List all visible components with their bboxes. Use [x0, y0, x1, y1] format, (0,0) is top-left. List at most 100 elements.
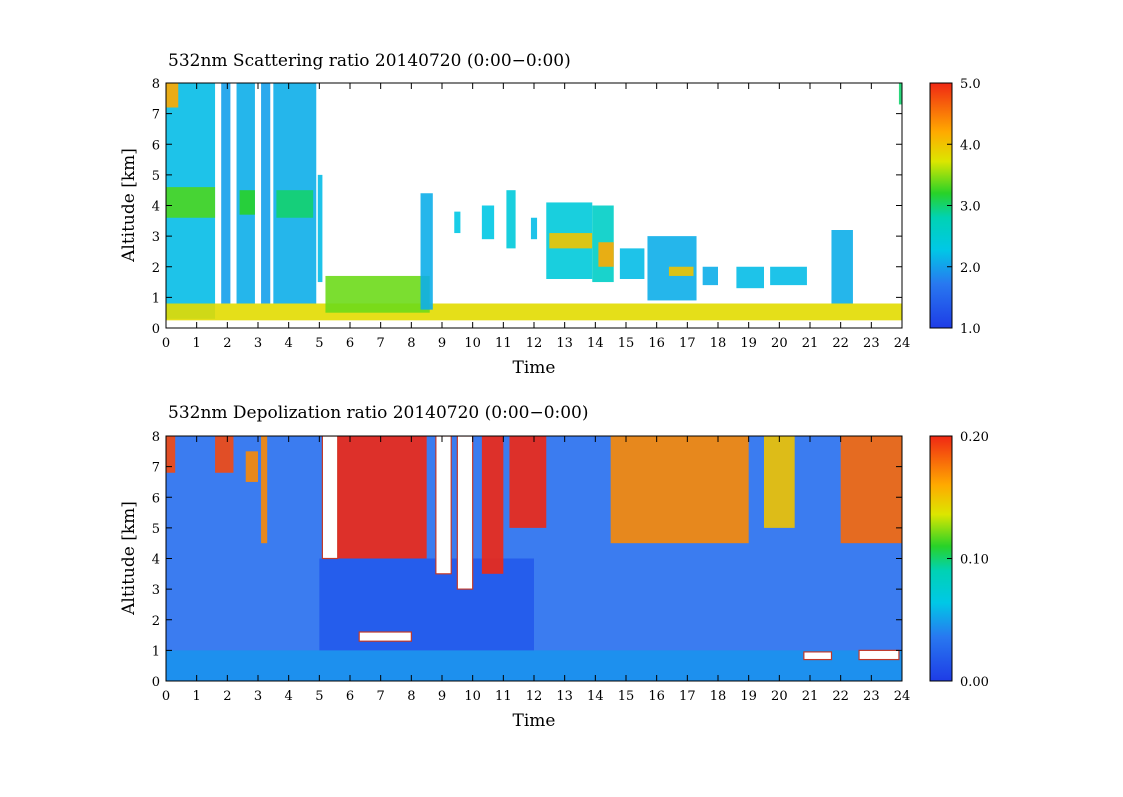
y-tick-label: 8: [152, 77, 160, 92]
y-tick-label: 5: [152, 522, 160, 537]
x-tick-label: 9: [438, 689, 446, 704]
heatmap-cell: [420, 193, 433, 310]
colorbar-tick-label: 0.00: [960, 675, 989, 690]
y-tick-label: 5: [152, 169, 160, 184]
heatmap-cell: [166, 303, 902, 321]
y-tick-label: 0: [152, 322, 160, 337]
depolarization-x-ticks: 0 1 2 3 4 5 6 7 8 9 10 11 12 13 14 15 16 17 18 19 20 21 22 23 24: [162, 436, 910, 704]
heatmap-cell: [221, 83, 231, 304]
x-tick-label: 18: [710, 689, 727, 704]
scattering-colorbar: 1.0 2.0 3.0 4.0 5.0: [929, 77, 981, 337]
y-tick-label: 3: [152, 230, 160, 245]
x-tick-label: 21: [802, 336, 819, 351]
x-tick-label: 24: [894, 689, 911, 704]
heatmap-cell: [325, 275, 430, 313]
y-tick-label: 2: [152, 614, 160, 629]
x-tick-label: 19: [740, 336, 757, 351]
y-tick-label: 4: [152, 553, 160, 568]
y-tick-label: 1: [152, 291, 160, 306]
heatmap-cell: [337, 436, 427, 559]
x-tick-label: 11: [495, 336, 512, 351]
x-tick-label: 22: [832, 336, 849, 351]
heatmap-cell: [456, 436, 474, 590]
scattering-x-ticks: 0 1 2 3 4 5 6 7 8 9 10 11 12 13 14 15 16 17 18 19 20 21 22 23 24: [162, 83, 910, 351]
heatmap-cell: [166, 83, 179, 108]
x-tick-label: 1: [193, 336, 201, 351]
scattering-y-ticks: 0 1 2 3 4 5 6 7 8: [152, 77, 902, 337]
x-tick-label: 8: [407, 336, 415, 351]
heatmap-cell: [166, 187, 216, 218]
heatmap-cell: [764, 436, 795, 528]
x-tick-label: 4: [285, 336, 293, 351]
heatmap-cell: [317, 174, 323, 283]
heatmap-cell: [239, 190, 255, 215]
y-tick-label: 6: [152, 138, 160, 153]
x-tick-label: 14: [587, 336, 604, 351]
heatmap-cell: [831, 230, 853, 304]
heatmap-cell: [598, 242, 614, 267]
y-tick-label: 0: [152, 675, 160, 690]
depolarization-title: 532nm Depolization ratio 20140720 (0:00−…: [168, 403, 589, 423]
heatmap-cell: [770, 266, 807, 286]
heatmap-cell: [506, 190, 516, 249]
x-tick-label: 22: [832, 689, 849, 704]
x-tick-label: 12: [526, 336, 543, 351]
colorbar-tick-label: 5.0: [960, 77, 981, 92]
depolarization-xlabel: Time: [513, 711, 556, 731]
colorbar-tick-label: 2.0: [960, 261, 981, 276]
x-tick-label: 16: [648, 336, 665, 351]
x-tick-label: 17: [679, 689, 696, 704]
colorbar-tick-label: 0.20: [960, 430, 989, 445]
scattering-ylabel: Altitude [km]: [119, 148, 139, 263]
heatmap-cell: [702, 266, 718, 286]
heatmap-cell: [803, 651, 833, 661]
heatmap-cell: [549, 233, 593, 249]
y-tick-label: 3: [152, 583, 160, 598]
x-tick-label: 17: [679, 336, 696, 351]
depolarization-plot-area: [166, 436, 902, 681]
heatmap-cell: [454, 211, 461, 234]
y-tick-label: 8: [152, 430, 160, 445]
scattering-xlabel: Time: [513, 358, 556, 378]
x-tick-label: 1: [193, 689, 201, 704]
heatmap-cell: [166, 436, 176, 473]
heatmap-cell: [435, 436, 452, 575]
x-tick-label: 5: [315, 336, 323, 351]
colorbar-tick-label: 4.0: [960, 138, 981, 153]
x-tick-label: 15: [618, 336, 635, 351]
heatmap-cell: [481, 436, 504, 574]
y-tick-label: 2: [152, 261, 160, 276]
x-tick-label: 20: [771, 336, 788, 351]
x-tick-label: 7: [377, 336, 385, 351]
depolarization-y-ticks: 0 1 2 3 4 5 6 7 8: [152, 430, 902, 690]
scattering-plot-area: [166, 83, 902, 321]
x-tick-label: 19: [740, 689, 757, 704]
heatmap-cell: [736, 266, 764, 289]
x-tick-label: 12: [526, 689, 543, 704]
x-tick-label: 20: [771, 689, 788, 704]
colorbar-tick-label: 1.0: [960, 322, 981, 337]
heatmap-cell: [668, 266, 694, 276]
scattering-ratio-panel: 532nm Scattering ratio 20140720 (0:00−0:…: [119, 51, 981, 378]
x-tick-label: 23: [863, 336, 880, 351]
y-tick-label: 7: [152, 461, 160, 476]
heatmap-cell: [215, 436, 234, 473]
x-tick-label: 2: [223, 336, 231, 351]
x-tick-label: 7: [377, 689, 385, 704]
heatmap-cell: [610, 436, 749, 544]
heatmap-cell: [358, 631, 412, 642]
heatmap-cell: [530, 217, 538, 240]
x-tick-label: 2: [223, 689, 231, 704]
x-tick-label: 13: [556, 336, 573, 351]
x-tick-label: 18: [710, 336, 727, 351]
heatmap-cell: [840, 436, 902, 544]
heatmap-cell: [481, 205, 495, 240]
x-tick-label: 5: [315, 689, 323, 704]
heatmap-cell: [276, 190, 314, 218]
x-tick-label: 10: [464, 689, 481, 704]
x-tick-label: 14: [587, 689, 604, 704]
heatmap-cell: [619, 248, 645, 279]
depolarization-ylabel: Altitude [km]: [119, 501, 139, 616]
x-tick-label: 11: [495, 689, 512, 704]
depolarization-ratio-panel: 532nm Depolization ratio 20140720 (0:00−…: [119, 403, 989, 731]
